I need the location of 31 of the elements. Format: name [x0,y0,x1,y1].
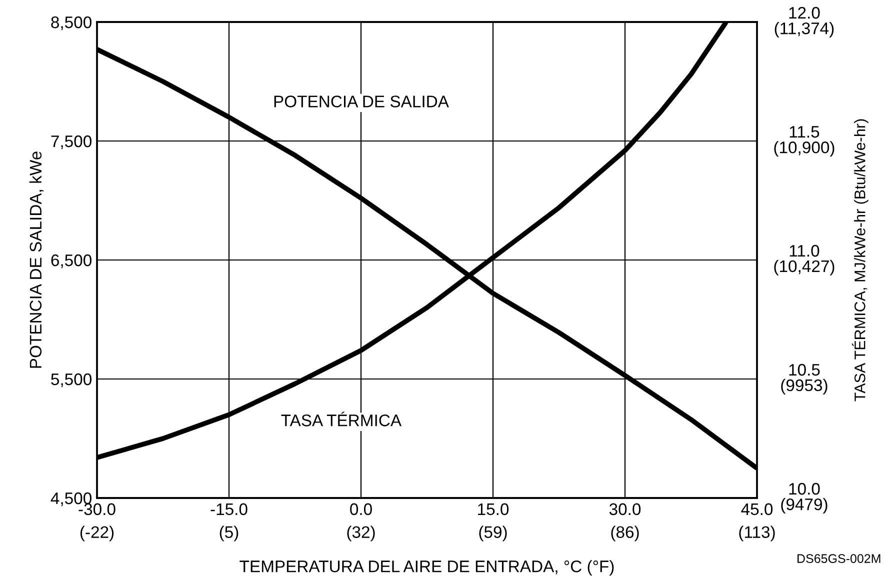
x-tick-label: 0.0 [350,503,372,516]
x2-tick-label: (86) [611,526,639,542]
y2-tick-label: 10.0 [789,482,820,495]
x-axis-title: TEMPERATURA DEL AIRE DE ENTRADA, °C (°F) [240,560,614,576]
y-tick-label: 8,500 [51,16,92,30]
y2-axis-title: TASA TÉRMICA, MJ/kWe-hr (Btu/kWe-hr) [852,119,868,402]
x-tick-label: 45.0 [741,503,773,516]
y2-tick-label: 12.0 [789,6,820,19]
x-tick-label: 30.0 [609,503,641,516]
y-tick-label: 6,500 [51,254,92,268]
x2-tick-label: (113) [739,526,775,542]
text: DS65GS-002M [798,554,880,563]
x2-tick-label: (5) [220,526,238,542]
y-tick-label: 7,500 [51,135,92,150]
y2-tick-label: 11.0 [790,244,820,257]
y3-tick-label: (10,900) [774,141,834,157]
y-tick-label: 5,500 [51,373,92,388]
x2-tick-label: (32) [347,526,375,542]
y3-tick-label: (10,427) [774,260,834,276]
x2-tick-label: (59) [479,526,507,542]
annotation: TASA TÉRMICA [281,412,402,426]
y2-tick-label: 11.5 [790,126,820,138]
x2-tick-label: (-22) [80,526,114,542]
y-axis-title: POTENCIA DE SALIDA, kWe [29,152,44,368]
x-tick-label: 15.0 [478,503,509,516]
y3-tick-label: (11,374) [774,22,834,38]
y2-tick-label: 10.5 [789,364,820,376]
y3-tick-label: (9953) [781,378,828,394]
x-tick-label: -15.0 [210,503,248,516]
annotation: POTENCIA DE SALIDA [274,96,449,108]
y3-tick-label: (9479) [781,498,828,514]
